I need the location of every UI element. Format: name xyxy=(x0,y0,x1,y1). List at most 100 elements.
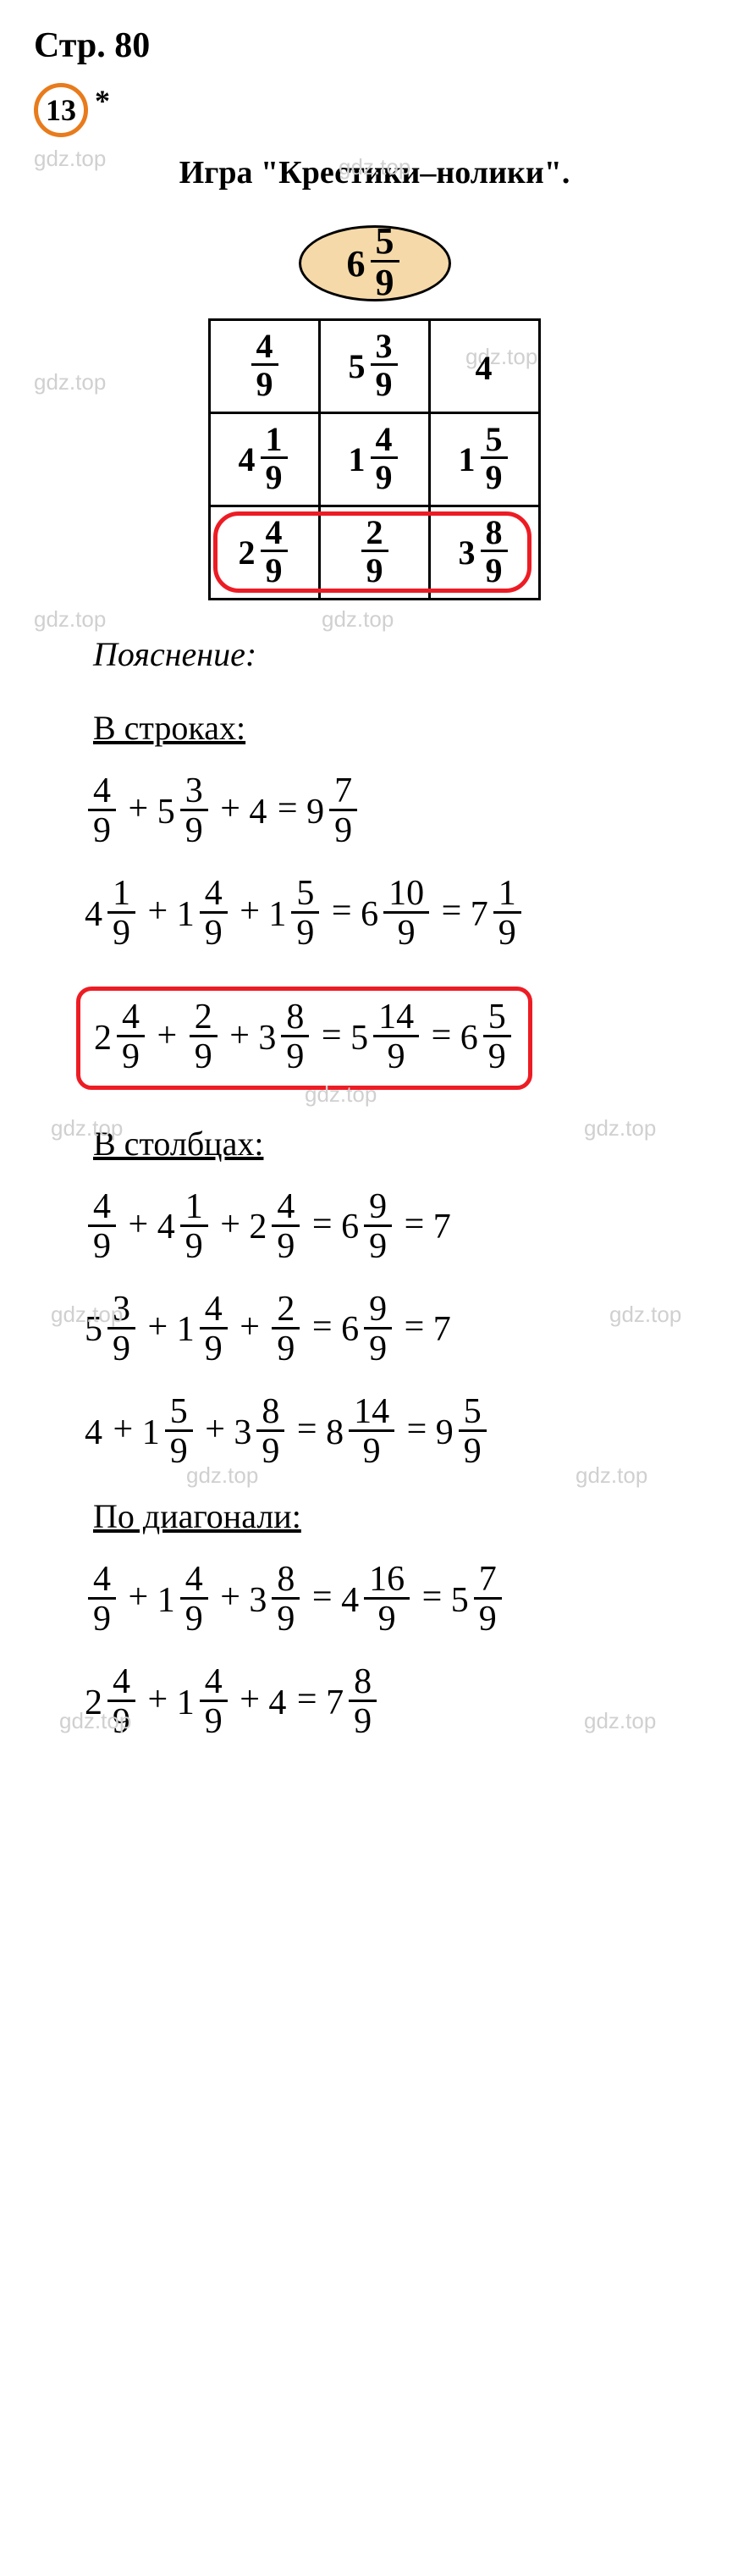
term-frac: 39 xyxy=(107,1291,135,1368)
term-whole: 6 xyxy=(460,1018,478,1059)
term-whole: 2 xyxy=(94,1018,112,1059)
term-whole: 4 xyxy=(341,1580,359,1621)
equation: 539 + 149 + 29 = 699 = 7 xyxy=(85,1291,715,1368)
term-whole: 1 xyxy=(142,1412,160,1453)
equation: 249 + 29 + 389 = 5149 = 659 xyxy=(94,1016,515,1055)
section-title-rows: В строках: xyxy=(93,708,715,748)
term-frac: 39 xyxy=(180,773,208,850)
term-whole: 5 xyxy=(349,346,366,386)
term-frac: 49 xyxy=(88,1562,116,1639)
term-whole: 1 xyxy=(349,439,366,479)
tic-tac-toe-grid: 49539441914915924929389 xyxy=(208,318,541,600)
term-whole: 1 xyxy=(157,1580,175,1621)
task-header: 13 * xyxy=(34,83,715,137)
term-frac: 99 xyxy=(364,1189,392,1266)
term-frac: 19 xyxy=(107,876,135,953)
term-whole: 1 xyxy=(177,1683,195,1723)
term-frac: 89 xyxy=(272,1562,300,1639)
grid-cell: 159 xyxy=(430,413,540,506)
term-whole: 8 xyxy=(326,1412,344,1453)
term-whole: 1 xyxy=(177,894,195,935)
table-row: 49 539 4 xyxy=(210,320,540,413)
term-whole: 7 xyxy=(471,894,488,935)
term-frac: 169 xyxy=(364,1562,410,1639)
term-frac: 49 xyxy=(180,1562,208,1639)
grid-cell: 419 xyxy=(210,413,320,506)
term-whole: 5 xyxy=(85,1309,102,1350)
term-whole: 2 xyxy=(85,1683,102,1723)
grid-container: gdz.top gdz.top gdz.top gdz.top 49539441… xyxy=(34,318,715,600)
term-whole: 5 xyxy=(451,1580,469,1621)
target-oval: 659 xyxy=(299,225,451,301)
term-frac: 49 xyxy=(88,1189,116,1266)
term-frac: 99 xyxy=(364,1291,392,1368)
term-whole: 7 xyxy=(326,1683,344,1723)
term-whole: 6 xyxy=(341,1207,359,1247)
term-frac: 29 xyxy=(190,999,218,1076)
term-frac: 149 xyxy=(349,1394,394,1471)
term-frac: 89 xyxy=(256,1394,284,1471)
asterisk: * xyxy=(95,83,110,119)
oval-value: 659 xyxy=(347,223,403,303)
oval-container: 659 xyxy=(34,225,715,301)
term-frac: 19 xyxy=(261,423,288,496)
term-whole: 7 xyxy=(433,1207,451,1247)
term-whole: 4 xyxy=(239,439,256,479)
term-whole: 4 xyxy=(85,1412,102,1453)
term-whole: 4 xyxy=(85,894,102,935)
term-frac: 49 xyxy=(200,1664,228,1741)
equation: 49 + 149 + 389 = 4169 = 579 xyxy=(85,1562,715,1639)
term-whole: 7 xyxy=(433,1309,451,1350)
term-whole: 3 xyxy=(258,1018,276,1059)
equation: 419 + 149 + 159 = 6109 = 719 xyxy=(85,876,715,953)
grid-cell: 389 xyxy=(430,506,540,600)
explanation-label: Пояснение: xyxy=(93,634,715,674)
section-title-diag: По диагонали: xyxy=(93,1496,715,1536)
equation: 49 + 539 + 4 = 979 xyxy=(85,773,715,850)
watermark: gdz.top xyxy=(34,606,106,633)
term-whole: 6 xyxy=(341,1309,359,1350)
solution-sections: В строках:49 + 539 + 4 = 979419 + 149 + … xyxy=(34,708,715,1742)
term-frac: 59 xyxy=(291,876,319,953)
page-label: Стр. 80 xyxy=(34,25,715,66)
term-whole: 3 xyxy=(234,1412,251,1453)
term-frac: 79 xyxy=(329,773,357,850)
term-frac: 19 xyxy=(493,876,521,953)
task-number-circle: 13 xyxy=(34,83,88,137)
term-whole: 4 xyxy=(476,348,493,388)
term-frac: 29 xyxy=(361,516,388,589)
grid-cell: 149 xyxy=(320,413,430,506)
term-whole: 2 xyxy=(249,1207,267,1247)
term-whole: 4 xyxy=(268,1683,286,1723)
term-frac: 49 xyxy=(261,516,288,589)
table-row: 419149159 xyxy=(210,413,540,506)
term-frac: 49 xyxy=(200,876,228,953)
grid-cell: 4 xyxy=(430,320,540,413)
grid-cell: 249 xyxy=(210,506,320,600)
term-frac: 89 xyxy=(281,999,309,1076)
oval-frac: 59 xyxy=(371,223,399,303)
term-whole: 5 xyxy=(157,792,175,832)
term-frac: 49 xyxy=(251,329,278,403)
term-frac: 49 xyxy=(88,773,116,850)
oval-whole: 6 xyxy=(347,242,366,285)
term-whole: 5 xyxy=(350,1018,368,1059)
term-frac: 89 xyxy=(349,1664,377,1741)
term-whole: 9 xyxy=(306,792,324,832)
term-frac: 59 xyxy=(165,1394,193,1471)
equation: 249 + 149 + 4 = 789 xyxy=(85,1664,715,1741)
term-whole: 3 xyxy=(459,533,476,572)
term-whole: 6 xyxy=(361,894,378,935)
term-frac: 49 xyxy=(272,1189,300,1266)
term-whole: 1 xyxy=(268,894,286,935)
term-whole: 2 xyxy=(239,533,256,572)
grid-cell: 49 xyxy=(210,320,320,413)
term-frac: 49 xyxy=(200,1291,228,1368)
watermark: gdz.top xyxy=(322,606,394,633)
equation-highlighted: 249 + 29 + 389 = 5149 = 659 xyxy=(76,987,532,1089)
term-frac: 59 xyxy=(483,999,511,1076)
term-frac: 49 xyxy=(117,999,145,1076)
grid-cell: 539 xyxy=(320,320,430,413)
watermark: gdz.top xyxy=(34,369,106,395)
term-frac: 19 xyxy=(180,1189,208,1266)
